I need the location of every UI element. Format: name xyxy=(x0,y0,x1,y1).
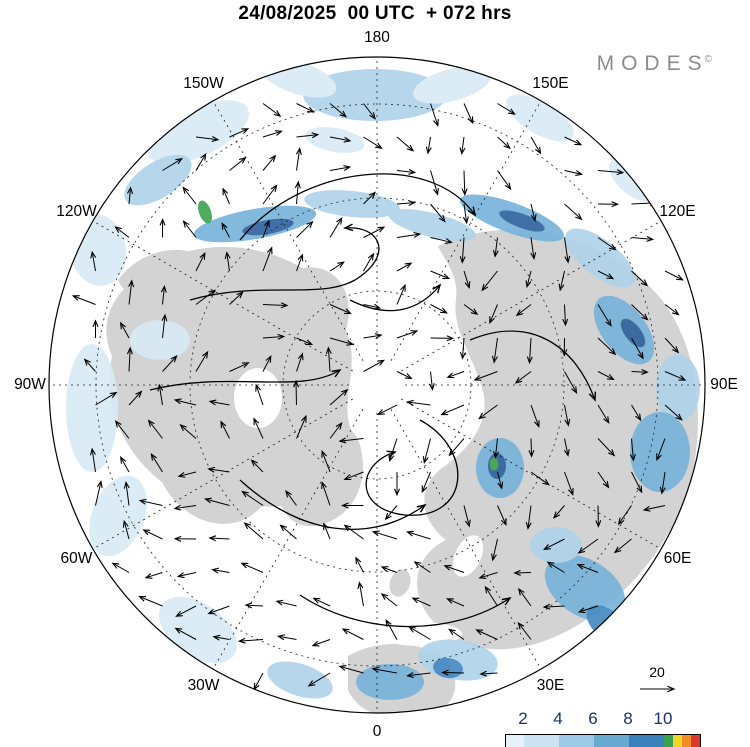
land-alaska xyxy=(118,249,209,297)
colorbar-tick: 6 xyxy=(588,709,598,728)
graticule xyxy=(49,57,705,713)
colorbar xyxy=(505,734,701,747)
lon-label-60w: 60W xyxy=(60,549,93,567)
lon-label-60e: 60E xyxy=(663,549,692,567)
baltic-sea xyxy=(452,535,484,577)
lon-label-30w: 30W xyxy=(187,676,220,694)
lon-label-150w: 150W xyxy=(183,75,224,93)
land-greenland xyxy=(278,420,363,527)
lon-label-0: 0 xyxy=(372,723,382,740)
reference-arrow-label: 20 xyxy=(649,664,665,680)
mediterranean-sea xyxy=(378,622,462,646)
land-british-isles xyxy=(389,569,411,597)
lon-label-90w: 90W xyxy=(14,376,46,393)
colorbar-tick: 2 xyxy=(518,709,528,728)
lon-label-120e: 120E xyxy=(659,202,696,220)
lon-label-30e: 30E xyxy=(536,676,565,694)
lon-label-90e: 90E xyxy=(710,376,738,393)
modes-logo-text: MODES xyxy=(596,52,709,75)
wind-arrows xyxy=(71,103,687,691)
colorbar-tick: 10 xyxy=(653,709,673,728)
hudson-bay xyxy=(234,368,282,428)
modes-logo: MODES© xyxy=(597,52,712,76)
forecast-title: 24/08/2025 00 UTC + 072 hrs xyxy=(238,3,512,24)
lon-label-150e: 150E xyxy=(532,75,569,93)
copyright-mark: © xyxy=(704,54,712,65)
colorbar-tick: 4 xyxy=(553,709,563,728)
colorbar-tick: 8 xyxy=(623,709,633,728)
map-boundary xyxy=(48,56,706,714)
streamlines xyxy=(149,173,597,628)
lon-label-120w: 120W xyxy=(56,202,97,220)
lon-label-180: 180 xyxy=(364,29,390,46)
